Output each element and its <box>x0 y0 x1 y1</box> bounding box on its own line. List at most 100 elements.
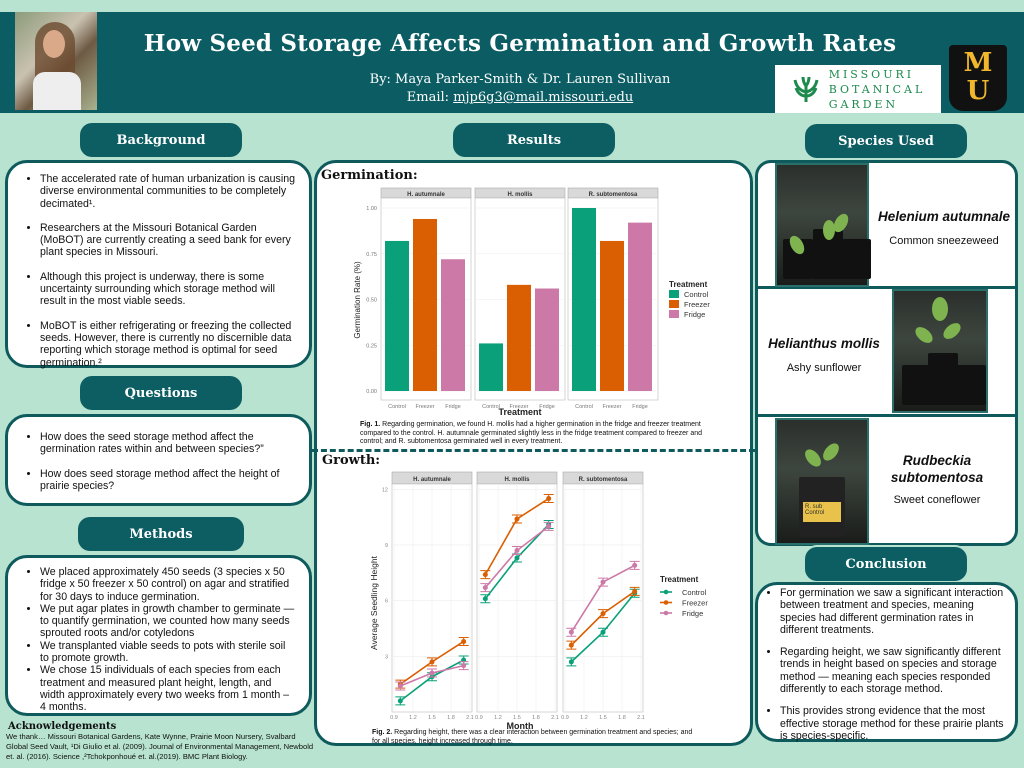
legend-label: Control <box>682 588 707 597</box>
bar-control <box>385 240 409 391</box>
results-divider <box>312 449 755 452</box>
y-tick-label: 0.75 <box>366 252 377 258</box>
y-tick-label: 9 <box>385 543 388 549</box>
growth-chart: H. autumnale 0.9 1.2 1.5 1.8 2.1 H. mollis 0.9 1… <box>369 471 708 731</box>
species-name: Helenium autumnale <box>877 209 1011 224</box>
point-control <box>600 629 606 635</box>
point-fridge <box>429 670 435 676</box>
x-tick-label: Freezer <box>416 404 435 410</box>
email-link[interactable]: mjp6g3@mail.missouri.edu <box>453 90 634 105</box>
species-name: Helianthus mollis <box>768 336 880 351</box>
method-bullet: We put agar plates in growth chamber to … <box>40 603 295 640</box>
point-freezer <box>600 611 606 617</box>
acknowledgements-heading: Acknowledgements <box>8 721 117 732</box>
species-name: Rudbeckia subtomentosa <box>890 453 984 485</box>
x-tick-label: 1.8 <box>447 715 455 721</box>
y-tick-label: 1.00 <box>366 206 377 212</box>
y-tick-label: 6 <box>385 599 388 605</box>
helenium-photo <box>775 163 871 287</box>
x-tick-label: 1.8 <box>618 715 626 721</box>
point-freezer <box>429 659 435 665</box>
background-bullet: Researchers at the Missouri Botanical Ga… <box>40 222 295 259</box>
email-line: Email: mjp6g3@mail.missouri.edu <box>300 90 740 105</box>
method-bullet: We placed approximately 450 seeds (3 spe… <box>40 566 295 603</box>
point-fridge <box>600 579 606 585</box>
x-tick-label: 1.2 <box>494 715 502 721</box>
y-tick-label: 0.00 <box>366 389 377 395</box>
background-bullet: MoBOT is either refrigerating or freezin… <box>40 320 295 369</box>
growth-heading: Growth: <box>322 453 381 468</box>
bar-fridge <box>535 288 559 391</box>
question-bullet: How does the seed storage method affect … <box>40 431 295 456</box>
legend-swatch <box>663 600 669 605</box>
rudbeckia-photo: R. sub Control <box>775 418 869 545</box>
x-tick-label: 0.9 <box>561 715 569 721</box>
point-freezer <box>546 496 552 502</box>
facet-label: H. mollis <box>504 477 530 483</box>
legend-label: Fridge <box>682 609 703 618</box>
x-tick-label: 2.1 <box>637 715 645 721</box>
x-tick-label: Fridge <box>539 404 555 410</box>
point-control <box>482 596 488 602</box>
conclusion-bullet: This provides strong evidence that the m… <box>780 705 1007 742</box>
x-tick-label: 1.2 <box>409 715 417 721</box>
point-fridge <box>482 585 488 591</box>
questions-heading: Questions <box>80 376 242 410</box>
method-bullet: We chose 15 individuals of each species … <box>40 664 295 713</box>
x-tick-label: 2.1 <box>551 715 559 721</box>
legend-label: Freezer <box>684 300 710 309</box>
bar-fridge <box>628 222 652 391</box>
x-tick-label: Control <box>482 404 500 410</box>
facet-label: H. mollis <box>507 192 533 198</box>
species-heading: Species Used <box>805 124 967 158</box>
legend-swatch <box>669 310 679 318</box>
x-tick-label: 0.9 <box>390 715 398 721</box>
bar-freezer <box>413 218 437 391</box>
x-tick-label: Fridge <box>445 404 461 410</box>
x-axis-title: Month <box>507 721 534 731</box>
y-axis-title: Germination Rate (%) <box>353 261 362 339</box>
point-freezer <box>568 642 574 648</box>
x-tick-label: Control <box>575 404 593 410</box>
email-label: Email: <box>406 90 454 105</box>
point-control <box>568 659 574 665</box>
species-divider <box>758 286 1016 289</box>
authors: By: Maya Parker-Smith & Dr. Lauren Sulli… <box>369 72 671 87</box>
conclusion-panel: For germination we saw a significant int… <box>755 582 1018 742</box>
y-tick-label: 0.50 <box>366 298 377 304</box>
legend-swatch <box>669 300 679 308</box>
point-fridge <box>461 663 467 669</box>
x-tick-label: 1.5 <box>513 715 521 721</box>
legend-label: Fridge <box>684 310 705 319</box>
mbg-logo: MISSOURI BOTANICAL GARDEN <box>775 65 941 113</box>
methods-heading: Methods <box>78 517 244 551</box>
x-tick-label: 0.9 <box>475 715 483 721</box>
x-tick-label: Fridge <box>632 404 648 410</box>
fig1-caption: Fig. 1. Regarding germination, we found … <box>360 421 703 445</box>
point-fridge <box>397 683 403 689</box>
facet-label: R. subtomentosa <box>579 477 628 483</box>
pot-label: R. sub Control <box>803 502 841 522</box>
legend-swatch <box>663 589 669 595</box>
question-bullet: How does seed storage method affect the … <box>40 468 295 493</box>
conclusion-bullet: Regarding height, we saw significantly d… <box>780 646 1007 695</box>
point-fridge <box>632 562 638 568</box>
bar-fridge <box>441 259 465 391</box>
legend-title: Treatment <box>660 575 699 584</box>
facet-label: R. subtomentosa <box>589 192 638 198</box>
legend-label: Control <box>684 290 709 299</box>
results-heading: Results <box>453 123 615 157</box>
facet-label: H. autumnale <box>413 477 451 483</box>
methods-panel: We placed approximately 450 seeds (3 spe… <box>5 555 312 716</box>
point-control <box>397 698 403 704</box>
bar-control <box>479 343 503 391</box>
mbg-leaf-icon <box>793 76 819 102</box>
author-photo <box>15 12 97 110</box>
species-common-name: Ashy sunflower <box>786 362 862 374</box>
legend-title: Treatment <box>669 280 708 289</box>
x-tick-label: Control <box>388 404 406 410</box>
background-bullet: The accelerated rate of human urbanizati… <box>40 173 295 210</box>
x-tick-label: Freezer <box>603 404 622 410</box>
